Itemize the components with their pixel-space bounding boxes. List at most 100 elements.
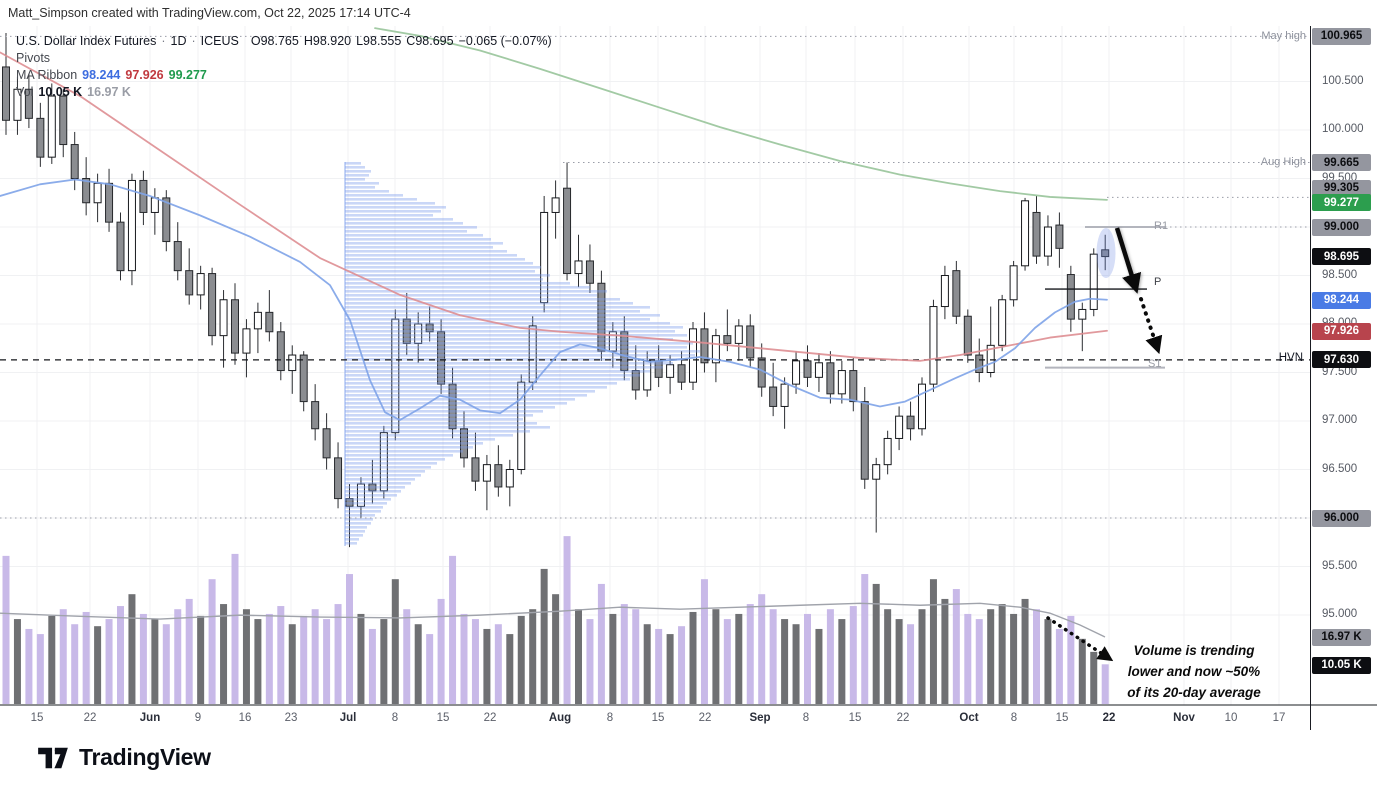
candle-down	[849, 370, 858, 403]
volume-profile-row	[345, 302, 633, 305]
candle-down	[24, 88, 33, 119]
candle-down	[860, 401, 869, 480]
candle-down	[36, 117, 45, 158]
candle-up	[689, 328, 697, 383]
pivots-legend-row[interactable]: Pivots	[16, 51, 50, 65]
volume-bar	[849, 606, 857, 704]
volume-profile-row	[345, 274, 550, 277]
candle-down	[311, 401, 320, 430]
volume-bar	[1067, 615, 1075, 704]
volume-profile-row	[345, 362, 673, 365]
volume-profile-row	[345, 242, 503, 245]
volume-bar	[872, 583, 880, 704]
time-label-month: Jun	[139, 712, 161, 724]
volume-bar	[357, 613, 365, 704]
volume-profile-row	[345, 342, 693, 345]
volume-bar	[575, 609, 582, 704]
time-label-day: 16	[238, 712, 252, 724]
candle-up	[528, 325, 537, 383]
volume-profile-row	[345, 310, 640, 313]
hvn-label: HVN	[1278, 352, 1303, 364]
chart-canvas[interactable]	[0, 0, 1377, 738]
ma-ribbon-legend-row[interactable]: MA Ribbon 98.244 97.926 99.277	[16, 68, 207, 82]
tradingview-logo-icon	[38, 747, 68, 768]
time-label-day: 23	[284, 712, 298, 724]
candle-down	[105, 182, 114, 223]
volume-bar	[265, 613, 273, 704]
candle-down	[70, 144, 79, 180]
volume-bar	[540, 568, 548, 704]
volume-bar	[117, 606, 124, 704]
volume-bar	[94, 626, 102, 704]
volume-bar	[25, 628, 33, 704]
volume-profile-row	[345, 254, 517, 257]
volume-ma-value: 16.97 K	[87, 85, 131, 99]
volume-profile-row	[345, 262, 533, 265]
ma-ribbon-lines	[0, 27, 1108, 421]
volume-bar	[311, 609, 319, 704]
volume-bar	[632, 609, 640, 704]
volume-bar	[483, 628, 491, 704]
candle-down	[368, 483, 377, 492]
time-label-day: 17	[1272, 712, 1286, 724]
candle-up	[253, 311, 262, 330]
aug-high-label: Aug High	[1260, 156, 1306, 168]
volume-legend-row[interactable]: Vol 10.05 K 16.97 K	[16, 85, 131, 99]
volume-bar	[254, 619, 262, 704]
timeframe[interactable]: 1D	[170, 34, 187, 48]
chart-drawings[interactable]	[1046, 227, 1163, 662]
volume-profile-row	[345, 390, 595, 393]
tradingview-logo[interactable]: TradingView	[36, 744, 211, 771]
volume-profile-row	[345, 270, 535, 273]
volume-bar	[1101, 664, 1109, 704]
candle-up	[93, 182, 102, 204]
volume-profile-row	[345, 478, 415, 481]
volume-profile-row	[345, 470, 425, 473]
volume-bar	[735, 613, 743, 704]
volume-profile-row	[345, 322, 670, 325]
volume-bar	[987, 609, 995, 704]
volume-bar	[781, 619, 789, 704]
candle-down	[963, 315, 972, 356]
change-value: −0.065 (−0.07%)	[458, 34, 552, 48]
volume-profile-row	[345, 514, 375, 517]
volume-bar	[151, 619, 159, 704]
volume-profile-row	[345, 374, 640, 377]
ma-green-value: 99.277	[168, 68, 207, 82]
volume-bar	[826, 609, 834, 704]
volume-bar	[529, 609, 537, 704]
time-label-month: Sep	[749, 712, 771, 724]
ma-line	[374, 27, 1108, 201]
volume-bar	[563, 536, 571, 704]
volume-ma-line	[0, 602, 1106, 638]
price-badge-black: 97.630	[1312, 351, 1371, 369]
price-tick: 97.000	[1322, 414, 1358, 426]
volume-profile-row	[345, 462, 437, 465]
volume-profile-row	[345, 406, 555, 409]
volume-bar	[620, 604, 628, 704]
volume-note-annotation[interactable]: Volume is trending lower and now ~50% of…	[1118, 640, 1270, 703]
time-label-day: 8	[1010, 712, 1018, 724]
time-label-month: Jul	[339, 712, 357, 724]
volume-profile-row	[345, 350, 700, 353]
volume-profile-row	[345, 386, 607, 389]
candle-up	[505, 469, 514, 488]
candle-up	[1078, 308, 1087, 320]
volume-bar	[941, 598, 949, 704]
candle-up	[608, 331, 617, 352]
volume-bar	[952, 589, 960, 704]
volume-bar	[82, 611, 90, 704]
candle-down	[173, 241, 182, 272]
price-tick: 98.500	[1322, 268, 1358, 281]
symbol-legend-row[interactable]: U.S. Dollar Index Futures · 1D · ICEUS O…	[16, 34, 552, 48]
pivot-s1-label: S1	[1148, 358, 1162, 370]
volume-histogram	[0, 536, 1109, 704]
volume-profile-row	[345, 214, 433, 217]
candle-up	[13, 88, 22, 121]
candle-up	[47, 95, 56, 158]
exchange: ICEUS	[200, 34, 239, 48]
price-tick: 100.000	[1322, 123, 1364, 135]
volume-profile-row	[345, 490, 401, 493]
candle-up	[929, 306, 938, 385]
time-label-day: 22	[896, 712, 910, 724]
